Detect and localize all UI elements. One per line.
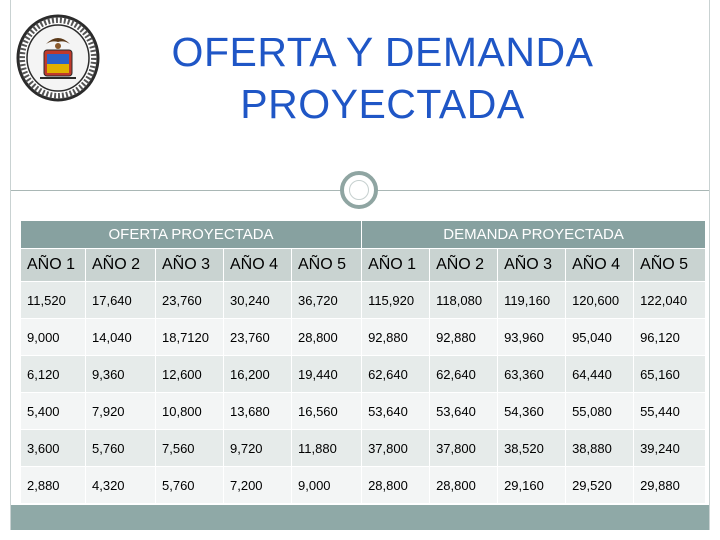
table-cell: 62,640 — [361, 355, 431, 393]
table-cell: 28,800 — [290, 318, 363, 356]
table-row: 6,120 9,360 12,600 16,200 19,440 62,640 62,640… — [20, 355, 707, 393]
table-row: 3,600 5,760 7,560 9,720 11,880 37,800 37,800 38… — [20, 429, 707, 467]
table-cell: 53,640 — [361, 392, 431, 430]
year-header-row: AÑO 1 AÑO 2 AÑO 3 AÑO 4 AÑO 5 AÑO 1 AÑO 2 AÑO 3… — [20, 248, 707, 282]
table-cell: 119,160 — [497, 281, 567, 319]
table-cell: 14,040 — [85, 318, 156, 356]
table-cell: 29,520 — [565, 466, 635, 504]
year-header-cell: AÑO 3 — [497, 248, 567, 282]
table-cell: 13,680 — [223, 392, 292, 430]
year-header-cell: AÑO 4 — [223, 248, 292, 282]
table-cell: 65,160 — [633, 355, 707, 393]
table-cell: 29,160 — [497, 466, 567, 504]
slide-title-line1: OFERTA Y DEMANDA — [171, 29, 594, 75]
group-header-oferta: OFERTA PROYECTADA — [19, 220, 363, 249]
year-header-cell: AÑO 1 — [361, 248, 431, 282]
table-cell: 96,120 — [633, 318, 707, 356]
table-row: 5,400 7,920 10,800 13,680 16,560 53,640 53,640… — [20, 392, 707, 430]
table-cell: 122,040 — [633, 281, 707, 319]
year-header-cell: AÑO 5 — [633, 248, 707, 282]
year-header-cell: AÑO 2 — [429, 248, 499, 282]
table-cell: 28,800 — [361, 466, 431, 504]
table-cell: 9,360 — [85, 355, 156, 393]
table-cell: 11,520 — [20, 281, 86, 319]
group-header-demanda: DEMANDA PROYECTADA — [361, 220, 707, 249]
institution-seal-icon — [16, 14, 100, 102]
table-cell: 5,760 — [85, 429, 156, 467]
table-cell: 55,080 — [565, 392, 635, 430]
table-cell: 12,600 — [155, 355, 224, 393]
table-cell: 63,360 — [497, 355, 567, 393]
table-cell: 16,560 — [290, 392, 363, 430]
table-cell: 37,800 — [361, 429, 431, 467]
table-cell: 95,040 — [565, 318, 635, 356]
table-cell: 54,360 — [497, 392, 567, 430]
year-header-cell: AÑO 3 — [155, 248, 224, 282]
slide-title-line2: PROYECTADA — [240, 81, 525, 127]
table-row: 11,520 17,640 23,760 30,240 36,720 115,920 118… — [20, 281, 707, 319]
table-cell: 6,120 — [20, 355, 86, 393]
table-cell: 7,200 — [223, 466, 292, 504]
slide-title: OFERTA Y DEMANDA PROYECTADA — [110, 26, 655, 130]
projection-table: OFERTA PROYECTADA DEMANDA PROYECTADA AÑO… — [19, 220, 707, 504]
divider-ornament — [340, 171, 378, 209]
table-row: 2,880 4,320 5,760 7,200 9,000 28,800 28,800 29,… — [20, 466, 707, 504]
table-cell: 115,920 — [361, 281, 431, 319]
table-cell: 5,400 — [20, 392, 86, 430]
table-cell: 7,560 — [155, 429, 224, 467]
table-cell: 2,880 — [20, 466, 86, 504]
table-cell: 10,800 — [155, 392, 224, 430]
table-row: 9,000 14,040 18,7120 23,760 28,800 92,880 92,8… — [20, 318, 707, 356]
table-cell: 92,880 — [429, 318, 499, 356]
year-header-cell: AÑO 5 — [290, 248, 363, 282]
footer-bar — [11, 505, 709, 530]
table-cell: 4,320 — [85, 466, 156, 504]
table-cell: 29,880 — [633, 466, 707, 504]
table-cell: 18,7120 — [155, 318, 224, 356]
table-cell: 37,800 — [429, 429, 499, 467]
table-cell: 38,880 — [565, 429, 635, 467]
table-cell: 16,200 — [223, 355, 292, 393]
slide-frame — [10, 0, 710, 530]
table-cell: 11,880 — [290, 429, 363, 467]
year-header-cell: AÑO 2 — [85, 248, 156, 282]
table-cell: 5,760 — [155, 466, 224, 504]
table-cell: 120,600 — [565, 281, 635, 319]
table-cell: 118,080 — [429, 281, 499, 319]
table-cell: 62,640 — [429, 355, 499, 393]
table-cell: 55,440 — [633, 392, 707, 430]
year-header-cell: AÑO 1 — [20, 248, 86, 282]
table-cell: 23,760 — [155, 281, 224, 319]
table-cell: 64,440 — [565, 355, 635, 393]
table-cell: 9,000 — [20, 318, 86, 356]
table-cell: 9,000 — [290, 466, 363, 504]
table-cell: 38,520 — [497, 429, 567, 467]
table-cell: 23,760 — [223, 318, 292, 356]
table-cell: 7,920 — [85, 392, 156, 430]
table-body: 11,520 17,640 23,760 30,240 36,720 115,920 118… — [20, 281, 707, 504]
table-cell: 3,600 — [20, 429, 86, 467]
table-cell: 17,640 — [85, 281, 156, 319]
table-cell: 36,720 — [290, 281, 363, 319]
table-cell: 9,720 — [223, 429, 292, 467]
table-cell: 53,640 — [429, 392, 499, 430]
table-cell: 93,960 — [497, 318, 567, 356]
table-cell: 92,880 — [361, 318, 431, 356]
table-cell: 39,240 — [633, 429, 707, 467]
table-cell: 28,800 — [429, 466, 499, 504]
table-cell: 19,440 — [290, 355, 363, 393]
year-header-cell: AÑO 4 — [565, 248, 635, 282]
table-cell: 30,240 — [223, 281, 292, 319]
